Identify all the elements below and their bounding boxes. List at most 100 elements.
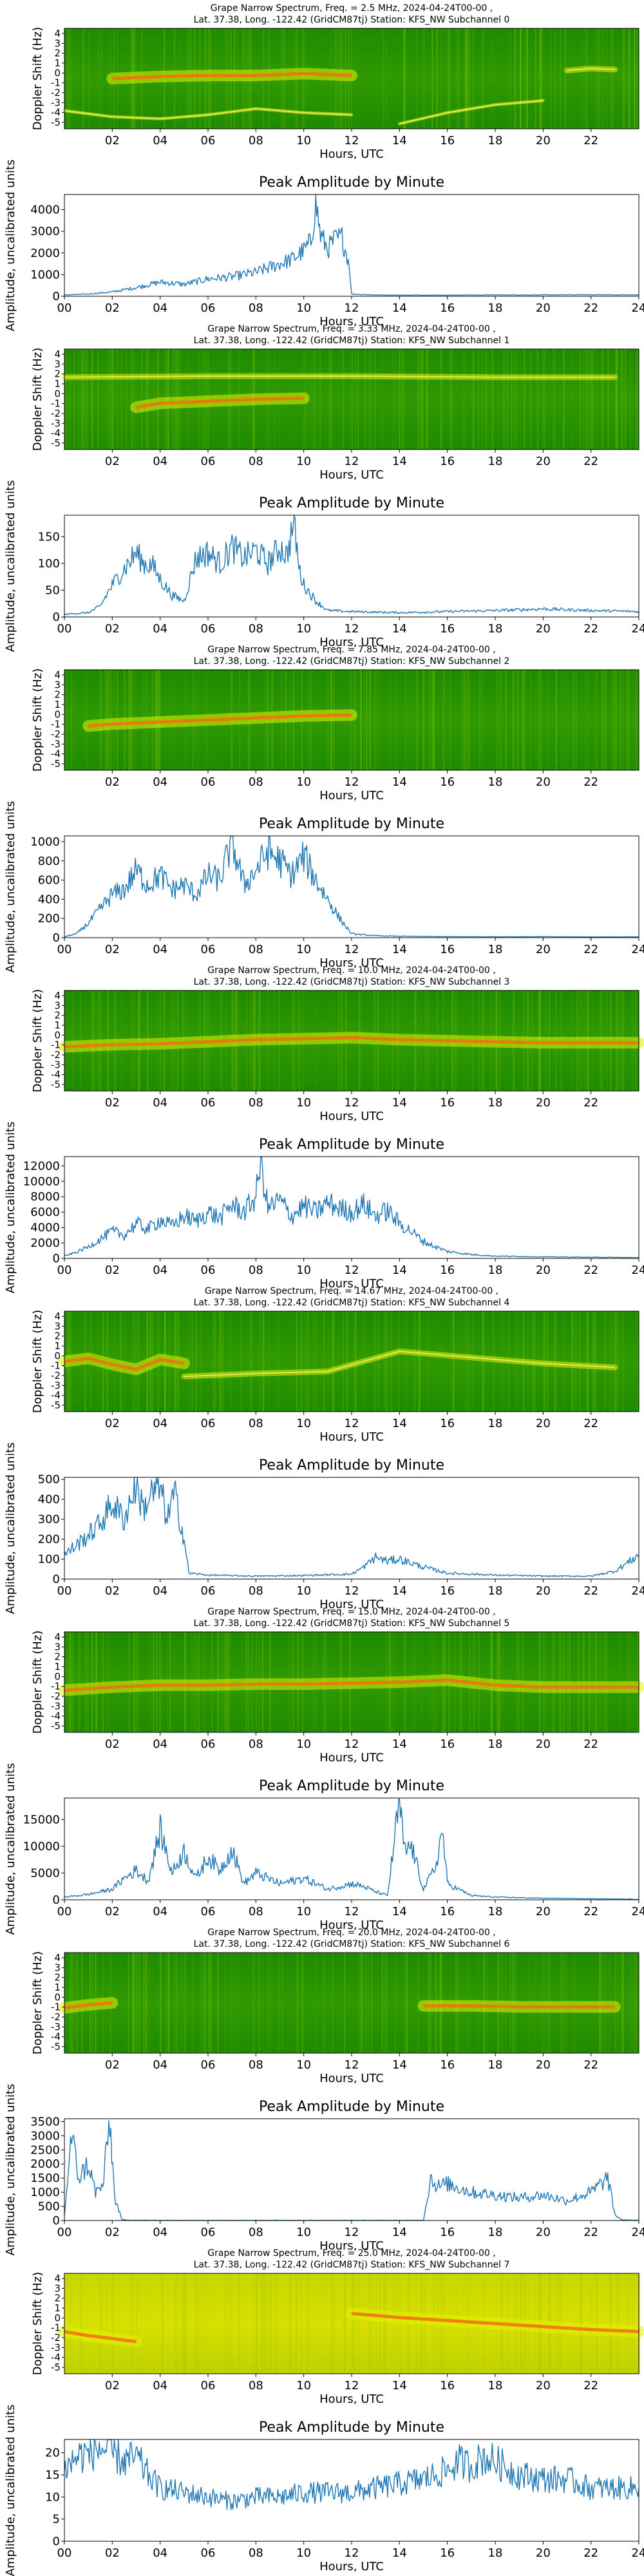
amplitude-plot-area	[64, 2119, 639, 2221]
amplitude-x-tick: 02	[105, 622, 120, 636]
amplitude-y-tick: 1000	[30, 2186, 60, 2199]
amplitude-y-tick: 15000	[23, 1813, 60, 1826]
spectrum-y-tick: -2	[51, 408, 61, 419]
amplitude-x-tick: 20	[536, 2226, 551, 2239]
spectrum-xlabel: Hours, UTC	[319, 789, 384, 802]
spectrum-y-tick: -5	[51, 437, 61, 449]
amplitude-x-tick: 18	[488, 1264, 503, 1277]
spectrum-ylabel: Doppler Shift (Hz)	[31, 2272, 44, 2376]
amplitude-x-tick: 04	[153, 2546, 167, 2560]
amplitude-x-tick: 02	[105, 2546, 120, 2560]
spectrum-x-tick: 04	[153, 1096, 167, 1110]
spectrum-y-tick: -4	[51, 2031, 61, 2043]
amplitude-x-tick: 12	[345, 2226, 359, 2239]
amplitude-xlabel: Hours, UTC	[319, 2239, 384, 2253]
amplitude-x-tick: 18	[488, 1584, 503, 1598]
amplitude-x-tick: 04	[153, 2226, 167, 2239]
spectrum-x-tick: 10	[296, 1096, 311, 1110]
spectrum-x-tick: 10	[296, 1417, 311, 1430]
amplitude-x-tick: 22	[583, 622, 598, 636]
amplitude-x-tick: 00	[57, 943, 72, 956]
amplitude-x-tick: 10	[296, 2546, 311, 2560]
amplitude-x-tick: 12	[345, 1905, 359, 1918]
spectrum-y-tick: 4	[54, 1631, 61, 1643]
amplitude-xlabel: Hours, UTC	[319, 315, 384, 328]
spectrum-y-tick: -2	[51, 2011, 61, 2023]
spectrum-title-line2: Lat. 37.38, Long. -122.42 (GridCM87tj) S…	[194, 1298, 510, 1308]
spectrum-y-tick: 3	[54, 679, 61, 690]
spectrum-trace-core	[64, 1036, 639, 1048]
spectrum-trace-core	[136, 396, 304, 409]
amplitude-y-tick: 50	[45, 583, 60, 597]
spectrum-x-tick: 14	[392, 1738, 407, 1751]
spectrum-y-tick: 2	[54, 689, 61, 701]
amplitude-x-tick: 12	[345, 622, 359, 636]
amplitude-series-line	[64, 1156, 639, 1258]
amplitude-series-line	[64, 515, 639, 616]
spectrum-y-tick: 4	[54, 1311, 61, 1322]
amplitude-x-tick: 00	[57, 2226, 72, 2239]
amplitude-x-tick: 24	[632, 1584, 644, 1598]
amplitude-x-tick: 22	[583, 943, 598, 956]
spectrum-trace-core	[64, 2330, 137, 2344]
spectrum-x-tick: 04	[153, 1738, 167, 1751]
amplitude-x-tick: 14	[392, 943, 407, 956]
spectrum-x-tick: 22	[583, 1096, 598, 1110]
spectrum-x-tick: 02	[105, 2379, 120, 2392]
spectrum-x-tick: 18	[488, 1738, 503, 1751]
spectrum-y-tick: -1	[51, 719, 61, 730]
spectrum-y-tick: 2	[54, 368, 61, 380]
spectrum-y-tick: -3	[51, 97, 61, 108]
amplitude-plot-area	[64, 194, 639, 296]
amplitude-x-tick: 20	[536, 1584, 551, 1598]
spectrum-y-tick: -4	[51, 1710, 61, 1722]
amplitude-x-tick: 00	[57, 1905, 72, 1918]
amplitude-y-tick: 0	[53, 290, 60, 303]
spectrum-y-tick: 1	[54, 1982, 61, 1993]
spectrum-y-tick: -5	[51, 1720, 61, 1732]
spectrum-x-tick: 22	[583, 1417, 598, 1430]
spectrum-y-tick: 2	[54, 2293, 61, 2304]
amplitude-x-tick: 22	[583, 1905, 598, 1918]
spectrum-y-tick: -3	[51, 1059, 61, 1070]
amplitude-x-tick: 14	[392, 622, 407, 636]
spectrum-x-tick: 16	[440, 1738, 455, 1751]
amplitude-panel-5: Peak Amplitude by Minute 00 02 04 06 08 10 12 14…	[4, 1763, 644, 1935]
amplitude-x-tick: 08	[249, 622, 263, 636]
spectrum-x-tick: 04	[153, 134, 167, 147]
amplitude-x-tick: 24	[632, 622, 644, 636]
amplitude-y-tick: 0	[53, 1893, 60, 1907]
amplitude-x-tick: 16	[440, 1584, 455, 1598]
spectrum-panel-1: Grape Narrow Spectrum, Freq. = 3.33 MHz,…	[31, 324, 639, 482]
spectrum-x-tick: 22	[583, 2379, 598, 2392]
spectrum-title-line1: Grape Narrow Spectrum, Freq. = 20.0 MHz,…	[207, 1927, 495, 1938]
spectrum-y-tick: -2	[51, 2332, 61, 2344]
amplitude-x-tick: 04	[153, 1905, 167, 1918]
spectrum-y-tick: 1	[54, 378, 61, 390]
spectrum-x-tick: 14	[392, 775, 407, 789]
amplitude-xlabel: Hours, UTC	[319, 1598, 384, 1611]
amplitude-title: Peak Amplitude by Minute	[259, 175, 444, 191]
amplitude-y-tick: 0	[53, 611, 60, 624]
amplitude-y-tick: 20	[45, 2447, 60, 2460]
spectrum-y-tick: -2	[51, 1370, 61, 1381]
amplitude-x-tick: 06	[201, 1584, 216, 1598]
amplitude-x-tick: 12	[345, 301, 359, 315]
amplitude-y-tick: 400	[38, 1493, 60, 1506]
amplitude-x-tick: 20	[536, 301, 551, 315]
spectrum-y-tick: -4	[51, 1390, 61, 1401]
amplitude-x-tick: 22	[583, 1584, 598, 1598]
amplitude-x-tick: 14	[392, 2546, 407, 2560]
amplitude-x-tick: 06	[201, 943, 216, 956]
spectrum-y-tick: 3	[54, 358, 61, 370]
spectrum-x-tick: 14	[392, 134, 407, 147]
amplitude-y-tick: 10000	[23, 1840, 60, 1853]
amplitude-x-tick: 04	[153, 301, 167, 315]
amplitude-y-tick: 10	[45, 2490, 60, 2504]
spectrum-x-tick: 16	[440, 775, 455, 789]
spectrum-y-tick: 2	[54, 1972, 61, 1984]
amplitude-x-tick: 16	[440, 622, 455, 636]
amplitude-y-tick: 2000	[30, 2157, 60, 2171]
amplitude-x-tick: 14	[392, 2226, 407, 2239]
